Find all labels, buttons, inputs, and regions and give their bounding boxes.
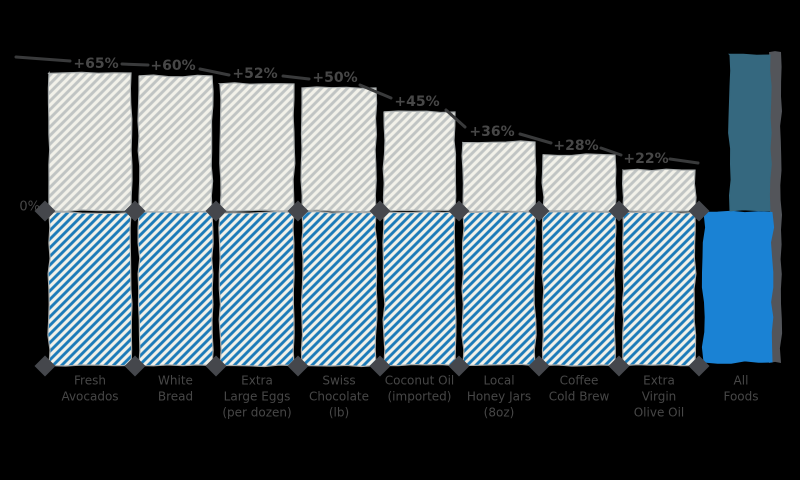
category-label-3-line-1: Extra [241, 374, 273, 388]
category-label-3-line-2: Large Eggs [224, 390, 291, 404]
increase-bar-5 [382, 110, 457, 212]
category-label-7-line-1: Coffee [560, 374, 599, 388]
category-label-6-line-1: Local [483, 374, 514, 388]
base-bar-7 [540, 210, 617, 367]
increase-bar-4 [300, 86, 378, 213]
increase-bar-8 [621, 168, 697, 213]
label-connector-segment-2 [120, 62, 150, 67]
increase-label-7: +28% [553, 138, 598, 154]
base-bar-6 [461, 210, 537, 367]
diamond-marker-top-4 [287, 200, 309, 222]
diamond-marker-top-3 [205, 200, 227, 222]
diamond-marker-top-8 [608, 200, 630, 222]
diamond-marker-top-5 [369, 200, 391, 222]
diamond-marker-bottom-6 [448, 355, 470, 377]
category-label-2-line-2: Bread [158, 390, 193, 404]
category-label-2-line-1: White [158, 374, 193, 388]
label-connector-segment-7 [518, 132, 553, 145]
base-bar-5 [382, 211, 457, 367]
increase-label-8: +22% [623, 151, 668, 167]
increase-label-1: +65% [73, 56, 118, 72]
diamond-marker-top-7 [528, 200, 550, 222]
base-bar-1 [47, 211, 133, 367]
diamond-marker-bottom-5 [369, 355, 391, 377]
category-label-5-line-1: Coconut Oil [385, 374, 455, 388]
category-label-6-line-3: (8oz) [484, 406, 515, 420]
increase-bar-6 [461, 140, 537, 213]
label-connector-segment-3 [198, 67, 231, 77]
diamond-marker-bottom-8 [608, 355, 630, 377]
increase-label-5: +45% [394, 94, 439, 110]
category-label-7-line-2: Cold Brew [549, 390, 610, 404]
base-bar-3 [218, 210, 295, 368]
increase-label-4: +50% [312, 70, 357, 86]
category-label-4-line-1: Swiss [322, 374, 355, 388]
category-label-5-line-2: (imported) [388, 390, 452, 404]
category-label-6-line-2: Honey Jars [467, 390, 531, 404]
increase-bar-7 [541, 153, 617, 213]
diamond-marker-bottom-9 [688, 355, 710, 377]
category-label-4-line-2: Chocolate [309, 390, 369, 404]
diamond-marker-top-9 [688, 200, 710, 222]
category-label-8-line-3: Olive Oil [634, 406, 685, 420]
category-label-1-line-1: Fresh [74, 374, 106, 388]
category-label-9-line-1: All [734, 374, 749, 388]
category-label-8-line-1: Extra [643, 374, 675, 388]
diamond-marker-top-6 [448, 200, 470, 222]
diamond-marker-top-2 [124, 200, 146, 222]
category-label-8-line-2: Virgin [642, 390, 677, 404]
label-connector-segment-9 [668, 157, 700, 165]
diamond-marker-bottom-4 [287, 355, 309, 377]
category-label-4-line-3: (lb) [329, 406, 349, 420]
label-connector-segment-1 [14, 55, 72, 63]
category-label-9-line-2: Foods [723, 390, 758, 404]
zero-tick-label: 0% [19, 200, 40, 215]
label-connector-segment-4 [281, 74, 311, 81]
base-bar-2 [137, 211, 214, 367]
label-connector-segment-6 [444, 108, 467, 129]
increase-label-2: +60% [150, 58, 195, 74]
base-bar-8 [621, 210, 697, 367]
diamond-marker-top-1 [34, 200, 56, 222]
increase-bar-1 [47, 71, 133, 213]
total-base-bar [701, 210, 775, 364]
diamond-marker-bottom-3 [205, 355, 227, 377]
increase-bar-2 [137, 74, 214, 213]
base-bar-4 [300, 210, 378, 368]
label-connector-segment-8 [599, 146, 623, 157]
increase-bar-3 [217, 82, 296, 212]
category-label-3-line-3: (per dozen) [222, 406, 291, 420]
total-increase-bar [728, 53, 772, 212]
diamond-marker-bottom-1 [34, 355, 56, 377]
increase-label-6: +36% [469, 124, 514, 140]
label-connector-segment-5 [358, 83, 393, 100]
category-label-1-line-2: Avocados [61, 390, 118, 404]
diamond-marker-bottom-7 [528, 355, 550, 377]
increase-label-3: +52% [232, 66, 277, 82]
diamond-marker-bottom-2 [124, 355, 146, 377]
